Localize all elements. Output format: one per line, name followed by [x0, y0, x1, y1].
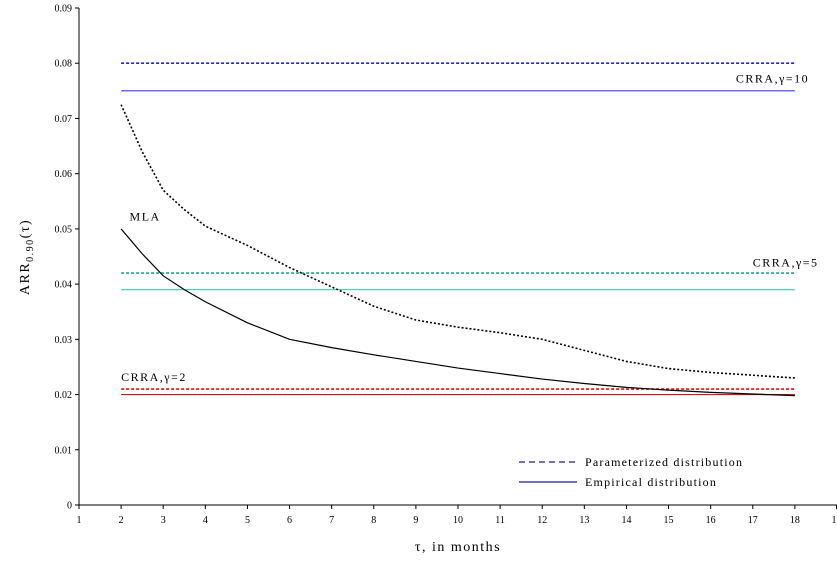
y-axis-title-sub: 0.90 — [25, 238, 36, 262]
x-tick-label: 3 — [161, 515, 166, 526]
x-tick-label: 16 — [706, 515, 716, 526]
x-tick-label: 17 — [748, 515, 758, 526]
y-axis-title-main: ARR — [18, 262, 33, 295]
x-tick-label: 4 — [203, 515, 208, 526]
x-tick-label: 12 — [537, 515, 547, 526]
y-tick-label: 0.07 — [55, 114, 73, 125]
x-tick-label: 1 — [77, 515, 82, 526]
legend: Parameterized distribution Empirical dis… — [519, 455, 743, 489]
x-tick-label: 11 — [495, 515, 505, 526]
y-tick-label: 0.05 — [55, 224, 73, 235]
annotation-crra5: CRRA,γ=5 — [753, 255, 819, 269]
legend-label-parameterized: Parameterized distribution — [585, 455, 743, 469]
y-tick-label: 0 — [67, 501, 72, 512]
y-tick-label: 0.06 — [55, 169, 73, 180]
y-tick-label: 0.04 — [55, 280, 73, 291]
x-tick-label: 7 — [329, 515, 334, 526]
y-tick-label: 0.02 — [55, 390, 73, 401]
x-tick-label: 1 — [832, 515, 837, 526]
annotation-crra10: CRRA,γ=10 — [736, 72, 809, 86]
x-ticks: 1 2 3 4 5 6 7 8 9 10 11 12 13 14 15 16 17 18 1 — [77, 505, 837, 526]
plot-area — [78, 8, 837, 506]
annotation-crra2: CRRA,γ=2 — [121, 370, 187, 384]
legend-label-empirical: Empirical distribution — [585, 475, 717, 489]
x-tick-label: 18 — [790, 515, 800, 526]
x-tick-label: 9 — [413, 515, 418, 526]
series-layer — [120, 62, 795, 397]
x-tick-label: 6 — [287, 515, 292, 526]
annotation-layer: CRRA,γ=10 CRRA,γ=5 CRRA,γ=2 MLA — [121, 72, 819, 384]
x-tick-label: 8 — [371, 515, 376, 526]
x-axis-title: τ, in months — [415, 540, 501, 555]
y-axis-title-tail: (τ) — [18, 219, 33, 238]
x-tick-label: 2 — [119, 515, 124, 526]
x-tick-label: 13 — [579, 515, 589, 526]
series-line-7 — [120, 228, 795, 397]
y-tick-label: 0.09 — [55, 4, 73, 15]
x-tick-label: 5 — [245, 515, 250, 526]
y-tick-label: 0.01 — [55, 445, 73, 456]
y-ticks: 0 0.01 0.02 0.03 0.04 0.05 0.06 0.07 0.08 0.09 — [55, 4, 79, 512]
x-tick-label: 10 — [453, 515, 463, 526]
x-tick-label: 14 — [621, 515, 631, 526]
y-tick-label: 0.08 — [55, 59, 73, 70]
y-tick-label: 0.03 — [55, 335, 73, 346]
annotation-mla: MLA — [130, 210, 161, 224]
x-tick-label: 15 — [664, 515, 674, 526]
y-axis-title: ARR0.90(τ) — [18, 219, 36, 295]
series-line-6 — [120, 104, 795, 379]
